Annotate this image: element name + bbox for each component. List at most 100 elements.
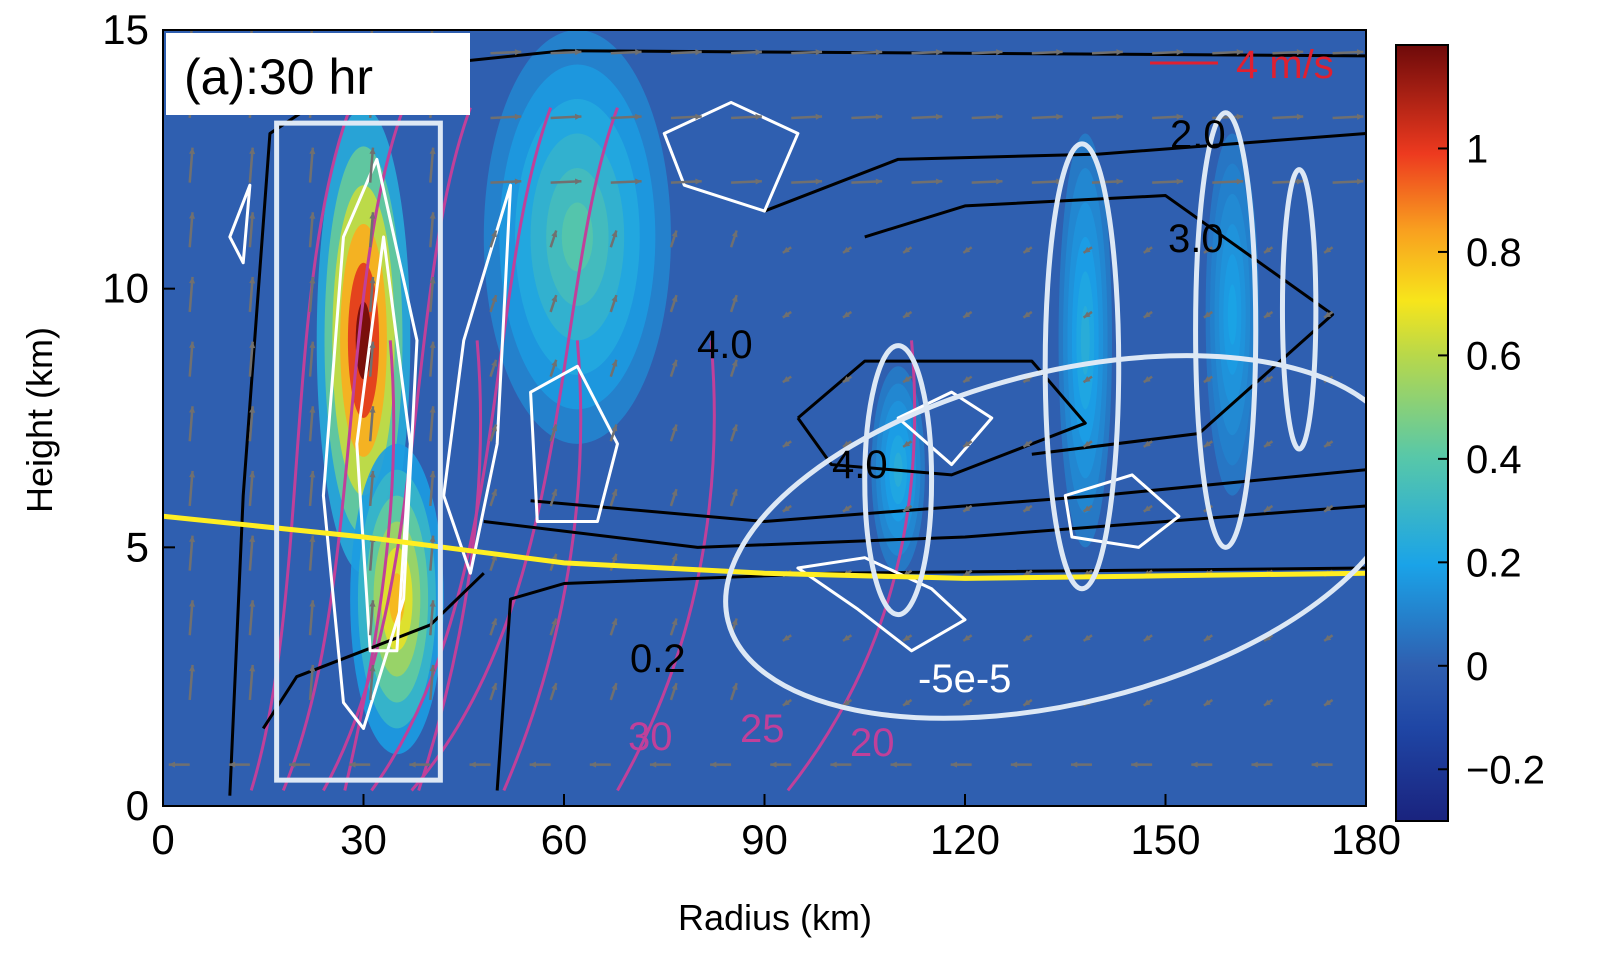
wind-vector-head xyxy=(1176,49,1183,56)
wind-vector-head xyxy=(249,147,256,155)
highlight-box xyxy=(274,120,443,783)
contour-label-black: 2.0 xyxy=(1170,113,1226,157)
wind-vector-head xyxy=(782,699,790,706)
black-contour xyxy=(864,194,1335,456)
wind-vector-head xyxy=(188,535,196,543)
wind-vector-head xyxy=(815,113,823,120)
wind-vector-head xyxy=(1023,311,1031,318)
colorbar-ticks: −0.2 0 0.2 0.4 0.6 0.8 1 xyxy=(1438,127,1545,792)
y-tick-label: 0 xyxy=(126,782,149,829)
white-contours xyxy=(228,100,1181,730)
wind-vector-head xyxy=(611,683,618,691)
highlight-ellipse xyxy=(1193,110,1259,550)
y-tick-label: 5 xyxy=(126,523,149,570)
wind-vector-head xyxy=(1264,505,1271,512)
wind-vector-head xyxy=(1203,246,1211,253)
wind-vector-head xyxy=(611,553,618,561)
field-blob xyxy=(1227,284,1237,345)
wind-vector-head xyxy=(188,341,196,349)
wind-vector-head xyxy=(1203,699,1211,706)
x-tick-label: 180 xyxy=(1331,816,1401,863)
wind-vector-head xyxy=(1131,761,1138,768)
wind-vector-head xyxy=(1264,246,1271,253)
wind-vector-head xyxy=(671,489,678,497)
wind-vector-head xyxy=(1143,505,1151,512)
wind-vector-head xyxy=(369,212,376,219)
wind-vector-head xyxy=(369,406,376,413)
y-axis: 0 5 10 15 xyxy=(102,6,175,829)
wind-vector-head xyxy=(469,761,476,768)
wind-vector-head xyxy=(671,618,678,626)
wind-vector-head xyxy=(529,761,536,768)
colorbar-tick-label: 0 xyxy=(1466,645,1488,689)
x-axis-label: Radius (km) xyxy=(678,897,872,938)
wind-vector-head xyxy=(635,113,642,120)
wind-vector-head xyxy=(551,359,558,367)
wind-vector-head xyxy=(1176,178,1183,185)
wind-vector-head xyxy=(1324,311,1332,318)
wind-vector-head xyxy=(188,406,196,413)
wind-vector-head xyxy=(430,18,436,25)
wind-vector-head xyxy=(1143,246,1151,253)
wind-vector-head xyxy=(309,18,315,25)
wind-vector-head xyxy=(1296,113,1304,120)
contour-label-white: -5e-5 xyxy=(918,657,1011,701)
wind-vector-head xyxy=(309,600,316,607)
wind-vector-head xyxy=(168,761,176,768)
wind-vector-head xyxy=(731,683,738,691)
wind-vector-head xyxy=(635,178,642,185)
colorbar xyxy=(1395,44,1449,822)
black-contour xyxy=(261,572,485,730)
white-contour xyxy=(228,183,252,265)
wind-vector-head xyxy=(1296,49,1304,56)
wind-vector-head xyxy=(815,49,823,56)
wind-vector-head xyxy=(249,600,256,607)
wind-vector-head xyxy=(349,761,356,768)
wind-vector-head xyxy=(963,246,971,253)
wind-vector-head xyxy=(842,246,850,253)
wind-vector-head xyxy=(611,424,618,432)
wind-vector-head xyxy=(1356,49,1364,56)
y-tick-label: 15 xyxy=(102,6,149,53)
wind-vector-head xyxy=(996,178,1003,185)
wind-vector-head xyxy=(1023,376,1031,383)
contour-label-magenta: 25 xyxy=(740,707,785,751)
wind-vector-head xyxy=(782,246,790,253)
wind-vector-head xyxy=(429,664,436,672)
wind-vector-head xyxy=(429,341,436,349)
y-axis-label: Height (km) xyxy=(19,327,60,513)
wind-vector-head xyxy=(671,230,678,238)
wind-vector-head xyxy=(815,178,823,185)
wind-vector-head xyxy=(695,178,702,185)
black-contour xyxy=(495,566,1366,791)
wind-vector-head xyxy=(903,634,911,641)
wind-vector-head xyxy=(731,424,738,432)
wind-vector-head xyxy=(731,295,738,303)
contour-label-black: 4.0 xyxy=(832,443,888,487)
wind-vector-head xyxy=(1324,699,1332,706)
wind-vector-head xyxy=(491,359,497,367)
highlight-shapes xyxy=(274,110,1366,783)
wind-vector-head xyxy=(1264,440,1271,447)
wind-vector-head xyxy=(491,683,497,691)
wind-vector-head xyxy=(1264,311,1271,318)
x-axis: 0 30 60 90 120 150 180 xyxy=(151,794,1401,863)
wind-vector-head xyxy=(1311,761,1318,768)
wind-vector-head xyxy=(514,49,522,56)
wind-vector-head xyxy=(782,311,790,318)
wind-vector-head xyxy=(842,634,850,641)
wind-vector-head xyxy=(963,376,971,383)
wind-vector-head xyxy=(1056,49,1063,56)
wind-vector-head xyxy=(1236,113,1244,120)
wind-vector-head xyxy=(671,295,678,303)
wind-vector-head xyxy=(611,359,618,367)
wind-vector-head xyxy=(1264,376,1271,383)
wind-vector-head xyxy=(731,230,738,238)
wind-vector-head xyxy=(589,761,597,768)
wind-vector-head xyxy=(309,406,316,413)
contour-label-magenta: 30 xyxy=(628,715,673,759)
wind-vector-head xyxy=(309,341,316,349)
white-contour xyxy=(896,390,994,467)
wind-vector-head xyxy=(491,424,497,432)
wind-vector-head xyxy=(514,113,522,120)
